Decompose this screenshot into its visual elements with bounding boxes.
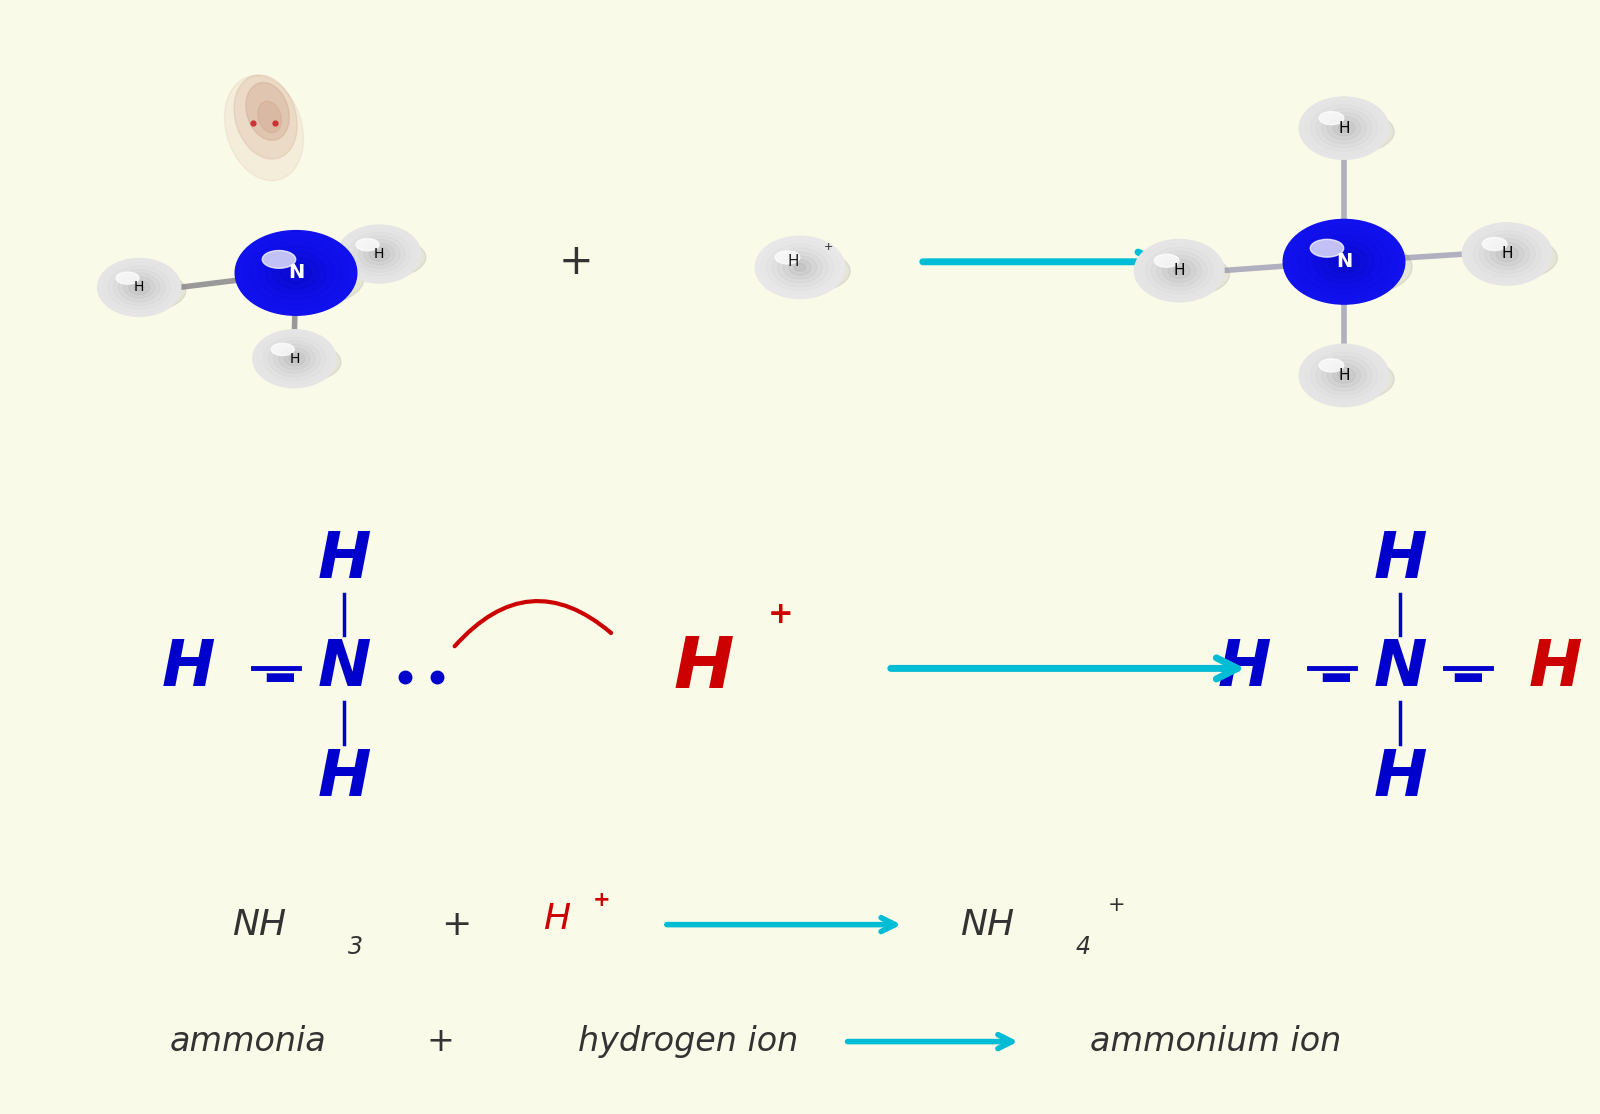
Circle shape <box>235 231 357 315</box>
Text: N: N <box>288 263 304 283</box>
Text: H: H <box>1528 637 1582 700</box>
Text: N: N <box>1373 637 1427 700</box>
Circle shape <box>1283 219 1405 304</box>
Text: ammonium ion: ammonium ion <box>1090 1025 1342 1058</box>
Text: H: H <box>317 529 371 592</box>
Text: 3: 3 <box>347 935 363 959</box>
Ellipse shape <box>1304 358 1394 401</box>
Ellipse shape <box>246 82 290 140</box>
Text: hydrogen ion: hydrogen ion <box>578 1025 798 1058</box>
Circle shape <box>1134 240 1224 302</box>
Text: H: H <box>162 637 216 700</box>
Text: H: H <box>1501 246 1514 262</box>
Text: H: H <box>674 634 734 703</box>
Ellipse shape <box>258 101 282 133</box>
Ellipse shape <box>234 75 298 159</box>
Ellipse shape <box>1482 237 1507 251</box>
Text: H: H <box>1338 120 1350 136</box>
Text: +: + <box>824 243 834 252</box>
Ellipse shape <box>1467 236 1557 280</box>
Text: NH: NH <box>232 908 286 941</box>
Text: –: – <box>1451 644 1485 711</box>
Text: –: – <box>262 644 296 711</box>
Text: +: + <box>768 600 794 629</box>
Ellipse shape <box>1154 254 1179 267</box>
Circle shape <box>755 236 845 299</box>
Ellipse shape <box>774 251 800 264</box>
Text: +: + <box>558 241 594 283</box>
Circle shape <box>98 258 181 316</box>
Ellipse shape <box>760 250 850 293</box>
Ellipse shape <box>1318 111 1344 125</box>
Ellipse shape <box>272 343 294 355</box>
Ellipse shape <box>117 272 139 284</box>
Text: H: H <box>134 281 144 294</box>
Ellipse shape <box>258 342 341 382</box>
Ellipse shape <box>342 237 426 277</box>
Text: +: + <box>1107 895 1126 915</box>
Circle shape <box>1299 344 1389 407</box>
Text: 4: 4 <box>1075 935 1091 959</box>
FancyArrowPatch shape <box>454 602 611 646</box>
Ellipse shape <box>1304 110 1394 154</box>
Ellipse shape <box>357 238 379 251</box>
Text: +: + <box>442 908 470 941</box>
Text: N: N <box>317 637 371 700</box>
Text: H: H <box>1338 368 1350 383</box>
Ellipse shape <box>1291 237 1413 296</box>
Ellipse shape <box>1318 359 1344 372</box>
Ellipse shape <box>1310 240 1344 257</box>
Circle shape <box>1299 97 1389 159</box>
Text: H: H <box>544 902 570 936</box>
Text: H: H <box>374 247 384 261</box>
Text: H: H <box>1373 529 1427 592</box>
Circle shape <box>1462 223 1552 285</box>
Ellipse shape <box>1139 253 1229 296</box>
Text: H: H <box>317 746 371 809</box>
Circle shape <box>338 225 421 283</box>
Text: ammonia: ammonia <box>170 1025 326 1058</box>
Text: NH: NH <box>960 908 1014 941</box>
Text: N: N <box>1336 252 1352 272</box>
Text: H: H <box>1218 637 1272 700</box>
Text: +: + <box>426 1025 454 1058</box>
Ellipse shape <box>243 248 365 307</box>
Circle shape <box>253 330 336 388</box>
Text: H: H <box>1373 746 1427 809</box>
Text: H: H <box>787 254 800 270</box>
Text: +: + <box>592 890 611 910</box>
Text: –: – <box>1318 644 1352 711</box>
Ellipse shape <box>262 251 296 268</box>
Text: H: H <box>290 352 299 365</box>
Text: H: H <box>1173 263 1186 278</box>
Ellipse shape <box>102 271 186 311</box>
Ellipse shape <box>224 76 304 180</box>
